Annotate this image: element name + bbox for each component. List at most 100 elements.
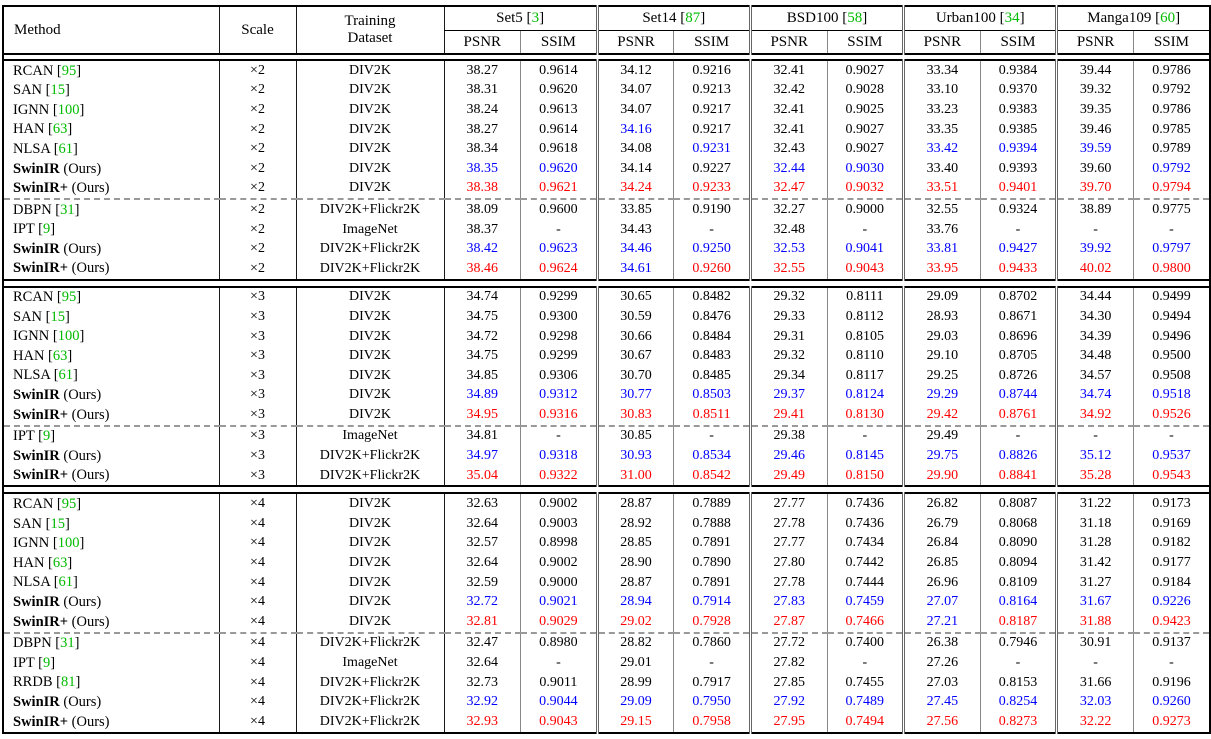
psnr-value-cell: 29.10 <box>902 346 981 366</box>
psnr-value-cell: 30.85 <box>595 424 674 447</box>
ssim-value-cell: - <box>979 653 1057 673</box>
psnr-value-cell: 31.42 <box>1055 553 1134 573</box>
citation-ref[interactable]: 100 <box>57 101 80 118</box>
citation-ref[interactable]: 60 <box>1160 10 1176 26</box>
citation-ref[interactable]: 61 <box>58 367 74 384</box>
citation-ref[interactable]: 63 <box>52 554 68 571</box>
citation-ref[interactable]: 63 <box>52 347 68 364</box>
citation-ref[interactable]: 95 <box>61 62 77 79</box>
psnr-value-cell: 32.48 <box>748 219 827 240</box>
ssim-value-cell: 0.9620 <box>520 158 598 179</box>
ssim-value-cell: 0.8476 <box>673 307 751 327</box>
citation-ref[interactable]: 9 <box>42 428 51 445</box>
citation-ref[interactable]: 100 <box>57 328 80 345</box>
col-header-training-dataset: Training Dataset <box>295 6 444 55</box>
citation-ref[interactable]: 87 <box>685 10 701 26</box>
block-separator <box>3 278 1210 288</box>
citation-ref[interactable]: 15 <box>50 308 65 325</box>
table-row: SwinIR+ (Ours) ×3 DIV2K+Flickr2K 35.04 0.932… <box>3 465 1210 487</box>
ssim-value-cell: 0.8744 <box>979 385 1057 406</box>
method-cell: SwinIR+ (Ours) <box>13 406 110 423</box>
training-dataset-cell: DIV2K <box>295 60 444 81</box>
training-dataset-cell: DIV2K <box>295 514 444 534</box>
psnr-value-cell: 27.21 <box>902 612 981 633</box>
psnr-value-cell: 34.46 <box>595 239 674 259</box>
ssim-value-cell: 0.9196 <box>1132 672 1210 693</box>
ssim-value-cell: 0.8153 <box>979 672 1057 693</box>
citation-ref[interactable]: 95 <box>61 496 77 513</box>
ssim-value-cell: 0.8503 <box>673 385 751 406</box>
col-header-psnr: PSNR <box>1055 30 1134 55</box>
psnr-value-cell: 33.42 <box>902 139 981 159</box>
psnr-value-cell: 27.85 <box>748 672 827 693</box>
table-row: SAN [15] ×3 DIV2K 34.75 0.9300 30.59 0.8476 29.… <box>3 307 1210 327</box>
citation-ref[interactable]: 81 <box>60 674 76 691</box>
training-dataset-cell: DIV2K+Flickr2K <box>295 446 444 466</box>
psnr-value-cell: 38.09 <box>443 198 521 220</box>
citation-ref[interactable]: 61 <box>58 140 74 157</box>
ssim-value-cell: - <box>826 219 904 240</box>
psnr-value-cell: 32.27 <box>748 198 827 220</box>
citation-ref[interactable]: 15 <box>50 82 65 99</box>
psnr-value-cell: 38.27 <box>443 119 521 140</box>
ssim-value-cell: 0.9518 <box>1132 385 1210 406</box>
citation-ref[interactable]: 9 <box>42 221 51 238</box>
psnr-value-cell: 29.32 <box>748 286 827 308</box>
citation-ref[interactable]: 100 <box>57 535 80 552</box>
table-row: HAN [63] ×2 DIV2K 38.27 0.9614 34.16 0.9217 32.… <box>3 119 1210 140</box>
psnr-value-cell: 34.39 <box>1055 326 1134 347</box>
scale-cell: ×4 <box>218 692 296 712</box>
ssim-value-cell: 0.9000 <box>520 572 598 593</box>
ssim-value-cell: 0.9383 <box>979 100 1057 120</box>
scale-cell: ×4 <box>218 712 296 733</box>
citation-ref[interactable]: 95 <box>61 289 77 306</box>
psnr-value-cell: 27.80 <box>748 553 827 573</box>
psnr-value-cell: 28.90 <box>595 553 674 573</box>
ssim-value-cell: - <box>826 424 904 447</box>
psnr-value-cell: 38.38 <box>443 178 521 200</box>
psnr-value-cell: 32.44 <box>748 158 827 179</box>
psnr-value-cell: 29.09 <box>595 692 674 712</box>
scale-cell: ×3 <box>218 424 296 447</box>
scale-cell: ×2 <box>218 80 296 101</box>
psnr-value-cell: 28.87 <box>595 493 674 515</box>
citation-ref[interactable]: 61 <box>58 574 74 591</box>
ssim-value-cell: 0.7917 <box>673 672 751 693</box>
scale-cell: ×3 <box>218 346 296 366</box>
citation-ref[interactable]: 9 <box>42 654 51 671</box>
table-row: IPT [9] ×4 ImageNet 32.64-29.01-27.82-27.26… <box>3 653 1210 673</box>
citation-ref[interactable]: 3 <box>531 10 540 26</box>
citation-ref[interactable]: 31 <box>60 201 75 218</box>
ssim-value-cell: 0.9624 <box>520 258 598 280</box>
table-row: RCAN [95] ×2 DIV2K 38.27 0.9614 34.12 0.9216 32… <box>3 60 1210 81</box>
psnr-value-cell: 30.66 <box>595 326 674 347</box>
scale-cell: ×2 <box>218 139 296 159</box>
ssim-value-cell: 0.9613 <box>520 100 598 120</box>
ssim-value-cell: 0.7434 <box>826 533 904 554</box>
ssim-value-cell: 0.9500 <box>1132 346 1210 366</box>
ssim-value-cell: 0.9027 <box>826 139 904 159</box>
psnr-value-cell: 29.37 <box>748 385 827 406</box>
psnr-value-cell: 29.42 <box>902 405 981 426</box>
psnr-value-cell: 27.77 <box>748 493 827 515</box>
ssim-value-cell: 0.9385 <box>979 119 1057 140</box>
citation-ref[interactable]: 34 <box>1004 10 1020 26</box>
psnr-value-cell: 27.26 <box>902 653 981 673</box>
citation-ref[interactable]: 15 <box>50 515 65 532</box>
psnr-value-cell: 32.22 <box>1055 712 1134 733</box>
psnr-value-cell: 32.72 <box>443 592 521 613</box>
training-dataset-cell: DIV2K <box>295 119 444 140</box>
ssim-value-cell: 0.9030 <box>826 158 904 179</box>
psnr-value-cell: 34.07 <box>595 100 674 120</box>
method-cell: SwinIR (Ours) <box>13 693 102 710</box>
psnr-value-cell: 34.74 <box>443 286 521 308</box>
citation-ref[interactable]: 31 <box>60 635 75 652</box>
psnr-value-cell: 34.95 <box>443 405 521 426</box>
training-dataset-cell: DIV2K <box>295 533 444 554</box>
citation-ref[interactable]: 63 <box>52 121 68 138</box>
psnr-value-cell: 27.45 <box>902 692 981 712</box>
psnr-value-cell: 39.44 <box>1055 60 1134 81</box>
citation-ref[interactable]: 58 <box>847 10 863 26</box>
psnr-value-cell: 26.96 <box>902 572 981 593</box>
psnr-value-cell: 29.01 <box>595 653 674 673</box>
